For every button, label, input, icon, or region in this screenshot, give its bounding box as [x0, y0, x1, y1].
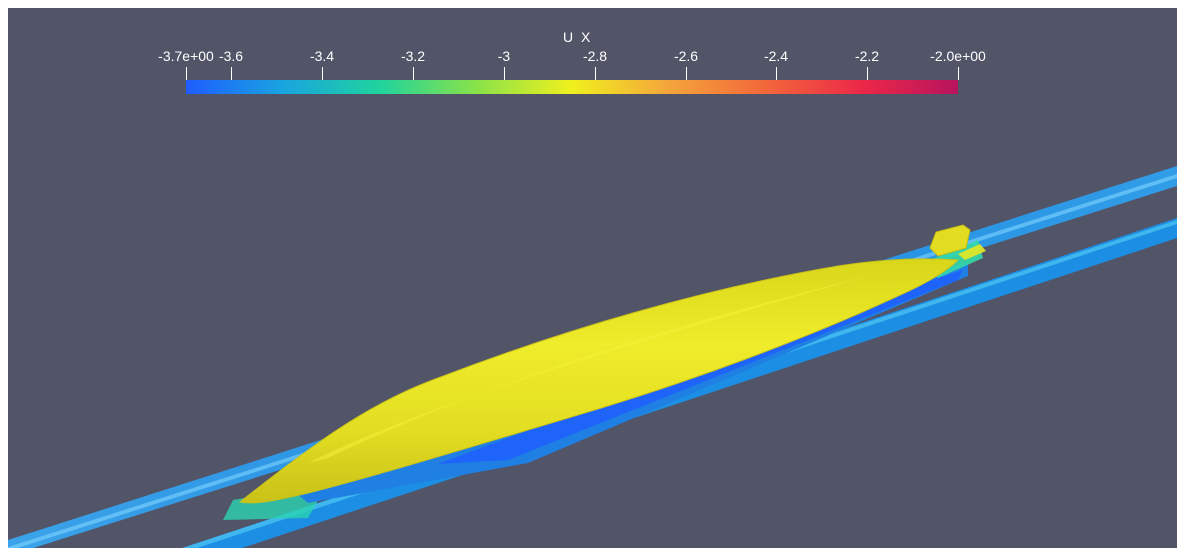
- colorbar-tick-label: -2.4: [763, 48, 789, 64]
- colorbar-tick-label: -3: [497, 48, 511, 64]
- slice-plane-lower: [182, 218, 1177, 548]
- colorbar-tick-mark: [776, 67, 777, 80]
- colorbar-min-label: -3.7e+00: [158, 48, 214, 64]
- colorbar-tick-mark: [413, 67, 414, 80]
- colorbar-tick-label: -2.2: [854, 48, 880, 64]
- submarine-sail: [929, 224, 971, 257]
- colorbar-tick-mark: [322, 67, 323, 80]
- colorbar-max-label: -2.0e+00: [930, 48, 986, 64]
- colorbar-tick-label: -3.6: [218, 48, 244, 64]
- colorbar-tick-mark: [595, 67, 596, 80]
- colorbar-tick-label: -3.2: [400, 48, 426, 64]
- flow-field-scene: [8, 166, 1177, 548]
- render-viewport[interactable]: U X -3.7e+00 -3.6 -3.4 -3.2 -3 -2.8 -2.6 -2.4 -2…: [8, 8, 1177, 548]
- colorbar-tick-label: -2.6: [673, 48, 699, 64]
- flow-stern-accent: [958, 244, 986, 260]
- colorbar-title: U X: [563, 29, 593, 45]
- colorbar-tick-mark: [867, 67, 868, 80]
- color-legend: U X -3.7e+00 -3.6 -3.4 -3.2 -3 -2.8 -2.6 -2.4 -2…: [8, 8, 1177, 108]
- colorbar-tick-label: -3.4: [309, 48, 335, 64]
- colorbar-tick-mark: [186, 67, 187, 80]
- submarine-hull: [238, 258, 960, 504]
- colorbar-tick-mark: [958, 67, 959, 80]
- colorbar-gradient: [186, 80, 958, 94]
- colorbar-tick-mark: [504, 67, 505, 80]
- colorbar-tick-mark: [231, 67, 232, 80]
- colorbar-tick-label: -2.8: [582, 48, 608, 64]
- colorbar-tick-mark: [686, 67, 687, 80]
